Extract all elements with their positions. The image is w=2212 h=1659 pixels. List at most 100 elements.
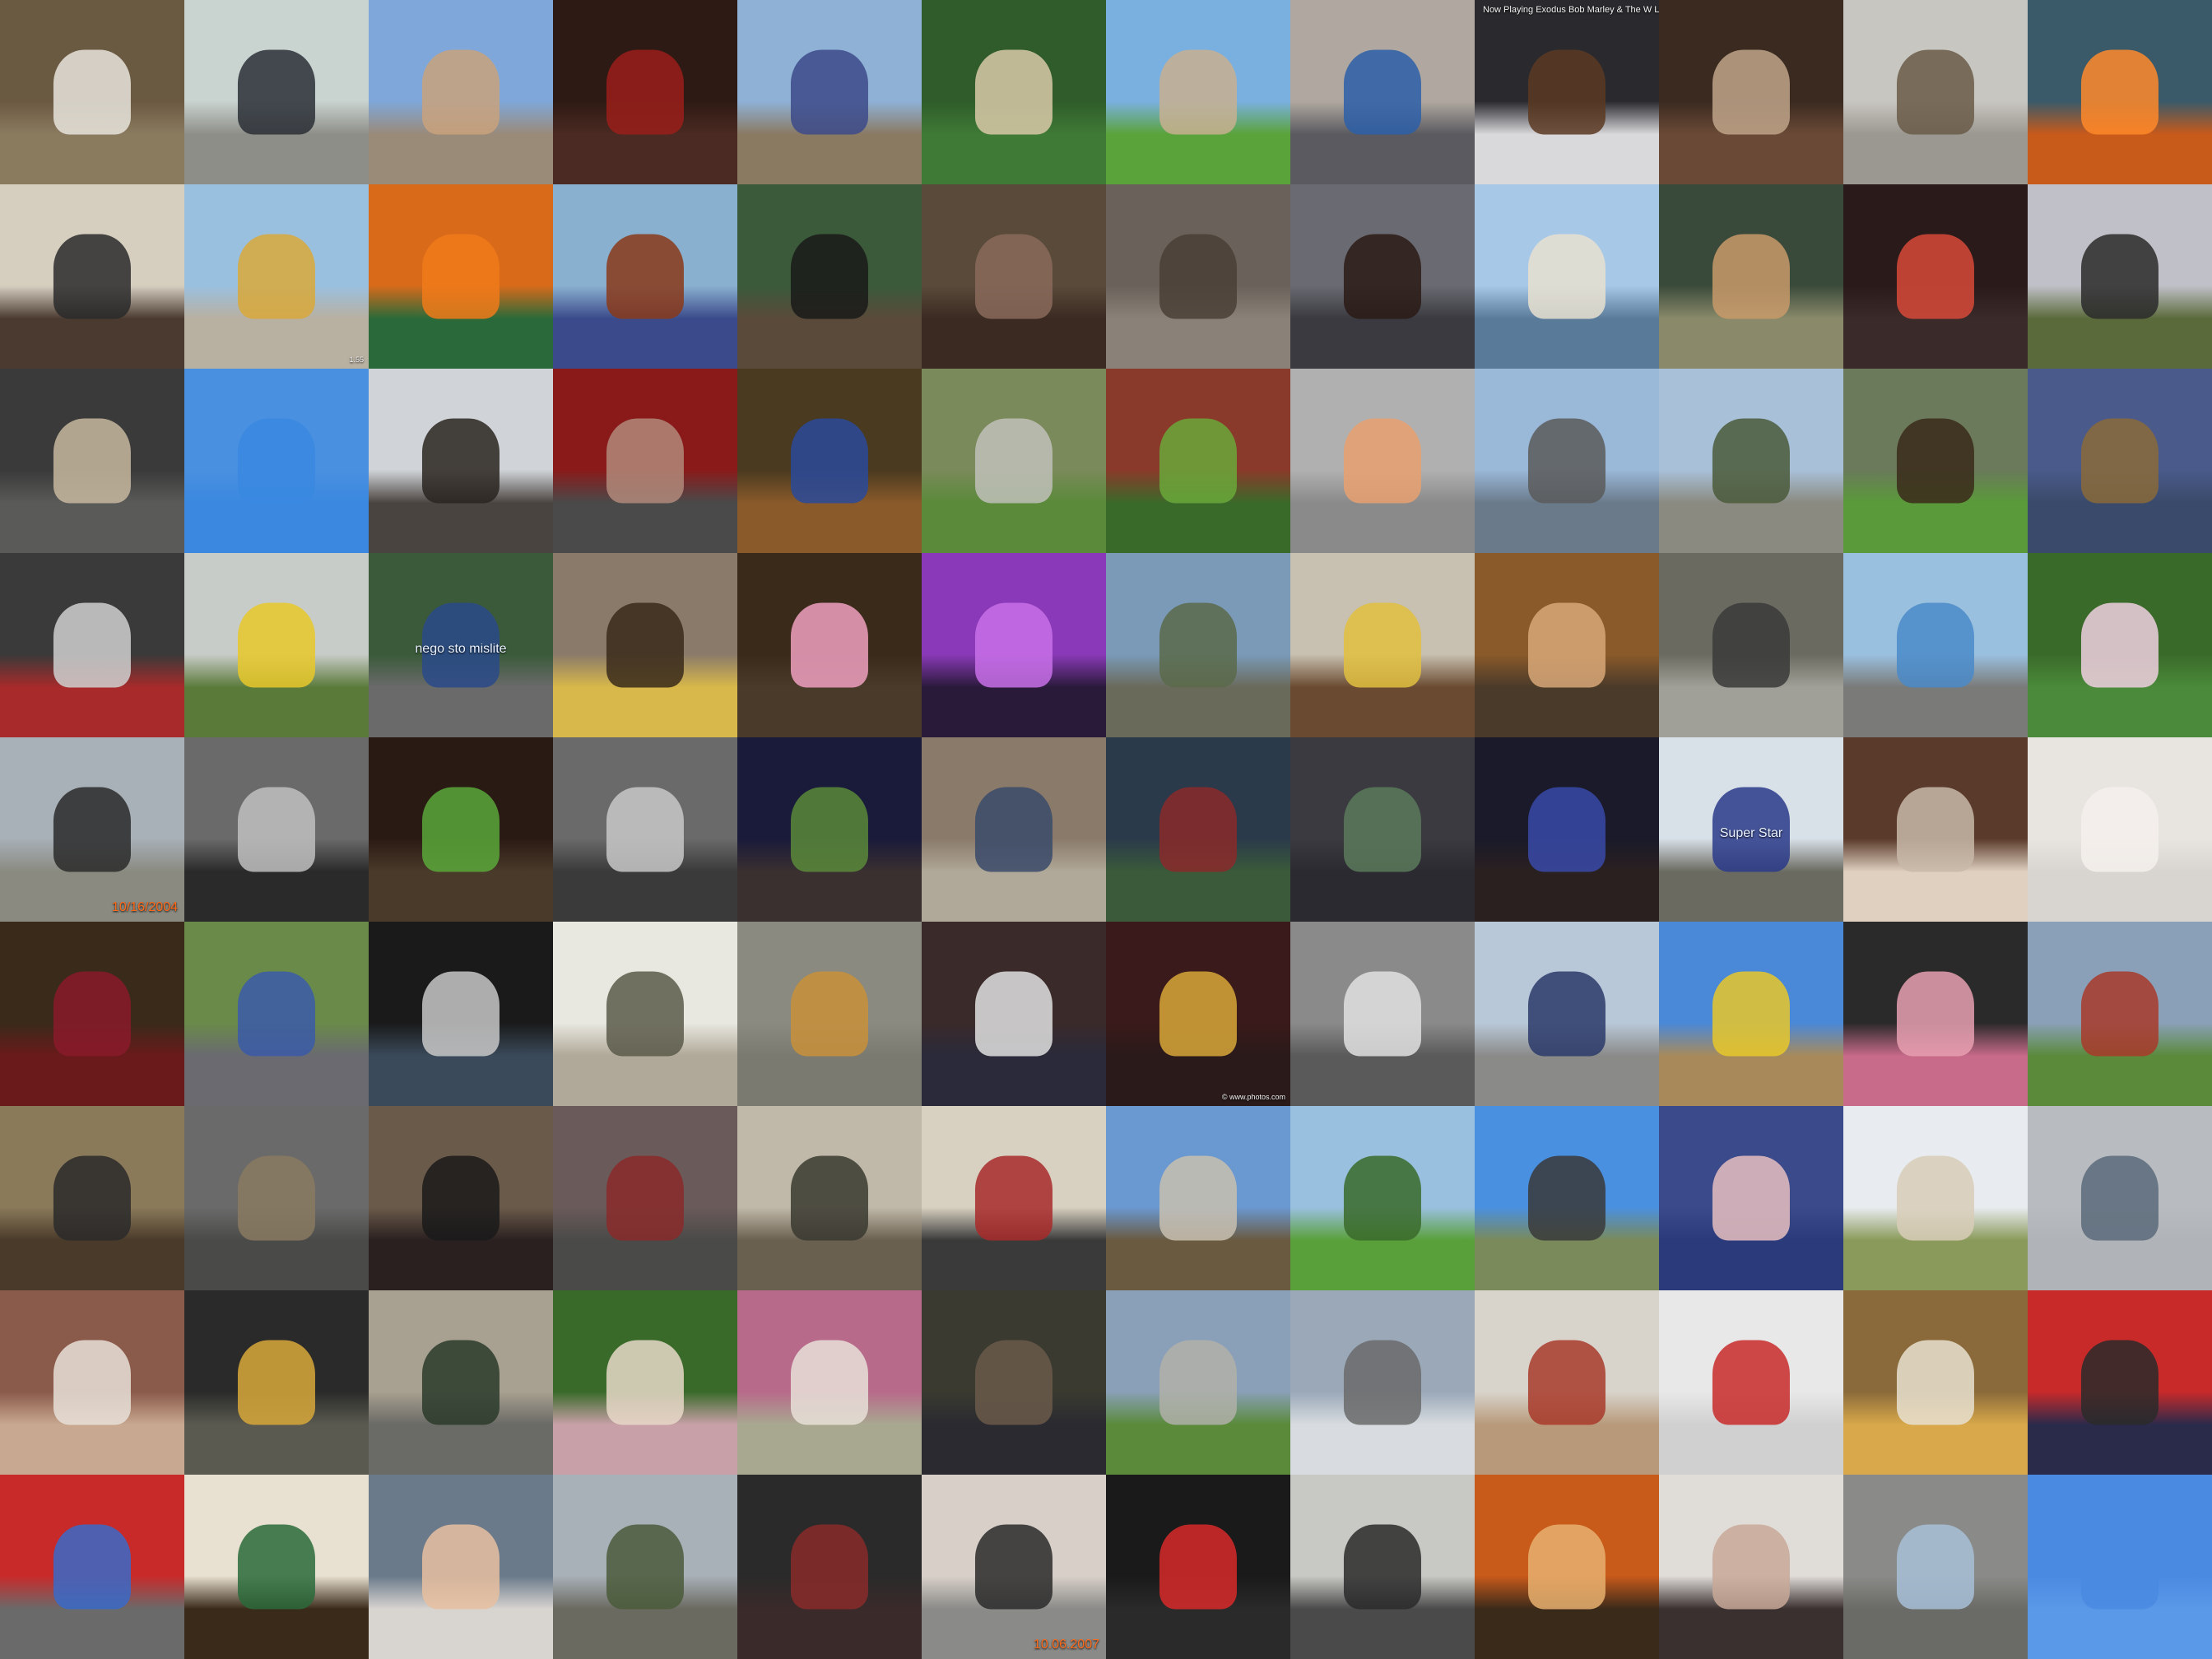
photo-subject <box>1527 1155 1606 1241</box>
photo-subject <box>421 234 500 319</box>
photo-subject <box>606 787 685 872</box>
photo-man-at-kiosk <box>1290 737 1475 922</box>
photo-dog-in-crate <box>0 369 184 553</box>
photo-succulent-plants-brick <box>1106 369 1290 553</box>
photo-woman-blue-jacket-window <box>1290 0 1475 184</box>
photo-subject <box>606 49 685 135</box>
photo-subject <box>790 1340 869 1425</box>
photo-kite-blue-sky <box>2028 1475 2212 1659</box>
photo-caption: nego sto mislite <box>415 644 507 655</box>
photo-subject <box>2080 602 2159 688</box>
photo-airplane-gray-sky <box>2028 1106 2212 1290</box>
photo-white-cat-closeup <box>2028 737 2212 922</box>
photo-subject <box>1159 1340 1238 1425</box>
photo-subject <box>421 418 500 504</box>
photo-subject <box>1159 418 1238 504</box>
photo-yorkshire-terrier <box>2028 369 2212 553</box>
photo-now-playing-monitor: Now Playing Exodus Bob Marley & The W Le… <box>1475 0 1659 184</box>
photo-beach-stormy-sea <box>184 1106 369 1290</box>
photo-cyclist-helmet-closeup <box>0 553 184 737</box>
photo-skateboard-park <box>922 1290 1106 1475</box>
photo-subject <box>1712 787 1791 872</box>
photo-subject <box>1896 1340 1975 1425</box>
photo-snowy-construction-site <box>1290 1290 1475 1475</box>
photo-dining-table-centerpiece <box>922 1106 1106 1290</box>
photo-boy-holding-book <box>0 1475 184 1659</box>
photo-bulldog-portrait <box>553 1290 737 1475</box>
photo-conference-podium <box>1843 184 2028 369</box>
photo-super-star-bus: Super Star <box>1659 737 1843 922</box>
photo-red-white-scooter <box>1106 1475 1290 1659</box>
photo-pool-table-room <box>184 1475 369 1659</box>
photo-silver-car-parked <box>1843 1475 2028 1659</box>
photo-two-persian-cats <box>737 922 922 1106</box>
photo-toddler-in-hallway <box>737 553 922 737</box>
photo-subject <box>1343 418 1422 504</box>
photo-park-sidewalk <box>1106 1290 1290 1475</box>
photo-siamese-cat-red <box>2028 1290 2212 1475</box>
photo-subject <box>1712 1524 1791 1610</box>
photo-dalmatian-and-cat <box>0 1290 184 1475</box>
photo-subject <box>974 1340 1053 1425</box>
photo-bird-on-wet-sand <box>1843 0 2028 184</box>
photo-subject <box>790 1524 869 1610</box>
photo-subject <box>1712 234 1791 319</box>
photo-rock-arch-tourists <box>1106 184 1290 369</box>
photo-cycling-race-street <box>1659 553 1843 737</box>
photo-subject <box>237 234 316 319</box>
photo-arc-de-triomphe-night <box>1475 737 1659 922</box>
photo-two-men-yellow-floor <box>1843 1290 2028 1475</box>
photo-subject <box>53 1340 132 1425</box>
photo-two-men-talking <box>553 922 737 1106</box>
photo-woman-red-top-bar <box>0 922 184 1106</box>
photo-crashed-car-in-river <box>1106 737 1290 922</box>
photo-dark-hallway-desk <box>737 1475 922 1659</box>
photo-seedling-in-pot <box>553 184 737 369</box>
photo-subject <box>1896 234 1975 319</box>
photo-orange-soda-bottles <box>369 184 553 369</box>
photo-vintage-green-car <box>369 1290 553 1475</box>
photo-bw-people-room <box>553 737 737 922</box>
photo-subject <box>53 602 132 688</box>
photo-subject <box>1159 602 1238 688</box>
photo-people-on-couch <box>1659 0 1843 184</box>
photo-subject <box>1159 49 1238 135</box>
photo-venice-grand-canal <box>1475 184 1659 369</box>
photo-trumpet-player: © www.photos.com <box>1106 922 1290 1106</box>
photo-jumping-man-yellow-wall <box>1659 922 1843 1106</box>
photo-subject <box>1159 971 1238 1057</box>
photo-computer-lab <box>0 1106 184 1290</box>
photo-couple-walking-path: 10/16/2004 <box>0 737 184 922</box>
photo-subject <box>1343 602 1422 688</box>
photo-bw-shop-doorway <box>184 737 369 922</box>
photo-subject <box>237 602 316 688</box>
photo-dog-in-car-window <box>1290 184 1475 369</box>
photo-subject <box>237 418 316 504</box>
photo-subject <box>237 787 316 872</box>
photo-subject <box>1712 602 1791 688</box>
photo-subject <box>421 49 500 135</box>
photo-subject <box>237 1524 316 1610</box>
photo-subject <box>1527 418 1606 504</box>
photo-subject <box>421 602 500 688</box>
photo-museum-dinosaur-exhibit <box>737 369 922 553</box>
photo-green-field-horse-rider <box>1106 0 1290 184</box>
photo-show-jumping-arena <box>1843 369 2028 553</box>
photo-girl-taking-photo <box>553 553 737 737</box>
photo-subject <box>421 971 500 1057</box>
photo-subject <box>2080 1524 2159 1610</box>
photo-subject <box>1896 787 1975 872</box>
photo-subject <box>1896 971 1975 1057</box>
photo-child-with-laptop <box>1290 369 1475 553</box>
photo-friends-at-pub <box>1475 1475 1659 1659</box>
photo-meeting-room-people <box>922 184 1106 369</box>
photo-train-countryside <box>2028 922 2212 1106</box>
photo-subject <box>1527 602 1606 688</box>
photo-subject <box>421 787 500 872</box>
photo-subject <box>974 602 1053 688</box>
photo-subject <box>1343 49 1422 135</box>
photo-subject <box>237 1155 316 1241</box>
photo-subject <box>606 971 685 1057</box>
photo-dining-room-interior <box>1290 553 1475 737</box>
photo-subject <box>1712 49 1791 135</box>
